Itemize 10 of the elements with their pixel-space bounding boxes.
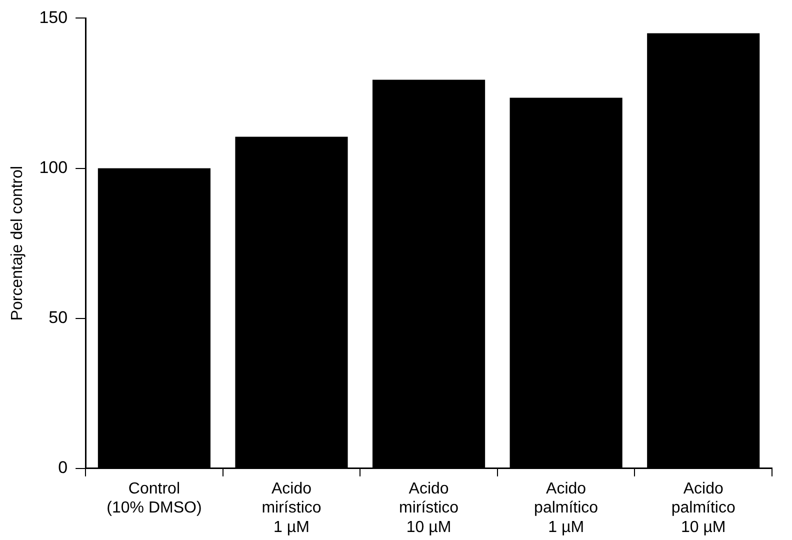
- y-tick-label: 0: [58, 458, 68, 478]
- y-axis-title: Porcentaje del control: [9, 166, 26, 321]
- x-tick-label: Acido mirístico 1 µM: [262, 480, 322, 536]
- x-tick-label: Acido palmítico 1 µM: [534, 480, 598, 536]
- x-tick-label: Acido palmítico 10 µM: [671, 480, 736, 536]
- x-tick-label: Acido mirístico 10 µM: [399, 480, 459, 536]
- y-tick-label: 50: [48, 308, 68, 328]
- x-tick-label: Control (10% DMSO): [106, 480, 202, 517]
- y-tick-label: 100: [39, 158, 68, 177]
- y-tick-label: 150: [39, 8, 68, 27]
